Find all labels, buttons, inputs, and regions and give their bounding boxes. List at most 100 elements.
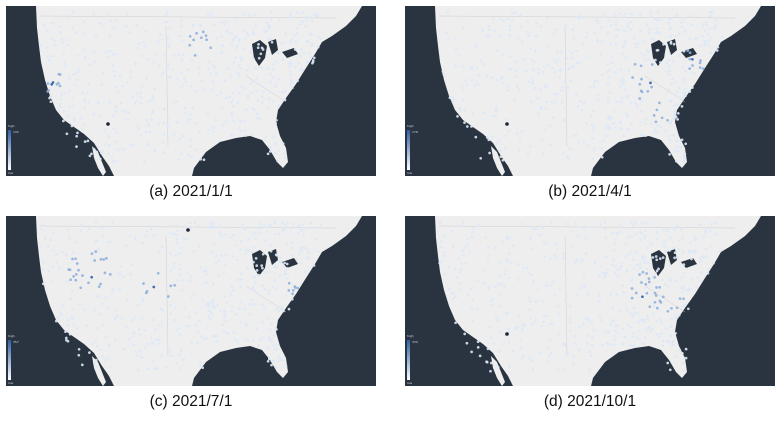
station-dot — [230, 134, 233, 138]
station-dot — [195, 89, 198, 93]
station-dot — [473, 84, 477, 87]
station-dot — [647, 280, 651, 284]
station-dot — [512, 243, 515, 247]
station-dot — [176, 77, 180, 81]
station-dot — [709, 229, 712, 233]
station-dot — [673, 251, 677, 255]
station-dot — [249, 82, 253, 86]
station-dot — [619, 79, 623, 83]
station-dot — [529, 100, 533, 103]
station-dot — [277, 232, 281, 236]
station-dot — [565, 222, 569, 226]
station-dot — [624, 12, 627, 16]
station-dot — [566, 352, 569, 355]
station-dot — [92, 361, 96, 365]
station-dot — [599, 53, 603, 56]
station-dot — [181, 53, 185, 57]
station-dot — [624, 242, 627, 246]
station-dot — [650, 85, 654, 89]
station-dot — [65, 280, 69, 283]
station-dot — [614, 125, 618, 129]
station-dot — [616, 331, 620, 335]
station-dot — [274, 122, 278, 125]
station-dot — [649, 242, 653, 246]
station-dot — [572, 355, 576, 359]
station-dot — [623, 254, 627, 258]
station-dot — [624, 56, 627, 59]
station-dot — [646, 51, 650, 55]
station-dot — [93, 259, 96, 262]
station-dot — [485, 74, 489, 78]
station-dot — [609, 292, 613, 296]
station-dot — [311, 61, 314, 65]
station-dot — [133, 102, 137, 105]
station-dot — [586, 293, 590, 297]
station-dot — [629, 279, 633, 283]
station-dot — [608, 68, 611, 72]
station-dot — [638, 338, 641, 341]
station-dot — [147, 122, 150, 126]
station-dot — [169, 252, 172, 255]
station-dot — [664, 239, 668, 242]
station-dot — [190, 155, 194, 159]
station-dot — [190, 351, 194, 354]
station-dot — [563, 368, 567, 371]
station-dot — [466, 242, 470, 246]
station-dot — [527, 34, 531, 38]
station-dot — [237, 39, 241, 42]
station-dot — [718, 249, 722, 253]
station-dot — [564, 277, 568, 280]
station-dot — [274, 60, 278, 63]
station-dot — [681, 251, 685, 254]
station-dot — [179, 349, 183, 352]
station-dot — [688, 67, 692, 70]
station-dot — [277, 51, 281, 55]
station-dot — [476, 346, 480, 349]
station-dot — [552, 58, 555, 62]
station-dot — [625, 269, 629, 273]
station-dot — [235, 243, 239, 247]
station-dot — [694, 238, 697, 242]
station-dot — [652, 38, 655, 42]
station-dot — [599, 25, 603, 29]
station-dot — [531, 247, 534, 250]
station-dot — [603, 331, 607, 334]
station-dot — [668, 138, 672, 142]
station-dot — [290, 240, 294, 244]
station-dot — [220, 20, 224, 24]
station-dot — [74, 278, 78, 282]
station-dot — [496, 365, 500, 369]
station-dot — [579, 99, 582, 103]
station-dot — [213, 66, 216, 69]
station-dot — [192, 38, 195, 42]
station-dot — [295, 258, 299, 262]
station-dot — [75, 326, 79, 330]
station-dot — [279, 357, 282, 361]
station-dot — [522, 353, 526, 357]
station-dot — [666, 309, 670, 313]
station-dot — [137, 327, 141, 331]
station-dot — [232, 61, 236, 64]
station-dot — [65, 338, 68, 342]
station-dot — [636, 42, 640, 45]
station-dot — [191, 23, 195, 27]
station-dot — [571, 28, 575, 31]
station-dot — [87, 100, 91, 104]
station-dot — [158, 33, 162, 37]
station-dot — [619, 68, 623, 72]
station-dot — [561, 152, 565, 155]
station-dot — [284, 272, 288, 276]
station-dot — [537, 72, 541, 75]
station-dot — [599, 223, 602, 226]
station-dot — [671, 247, 674, 250]
station-dot — [254, 24, 258, 28]
station-dot — [689, 277, 693, 281]
station-dot — [589, 354, 593, 357]
station-dot — [138, 333, 142, 336]
station-dot — [570, 230, 574, 233]
station-dot — [275, 287, 279, 290]
station-dot — [289, 226, 293, 230]
station-dot — [216, 304, 220, 307]
station-dot — [652, 131, 656, 135]
station-dot — [677, 247, 681, 251]
